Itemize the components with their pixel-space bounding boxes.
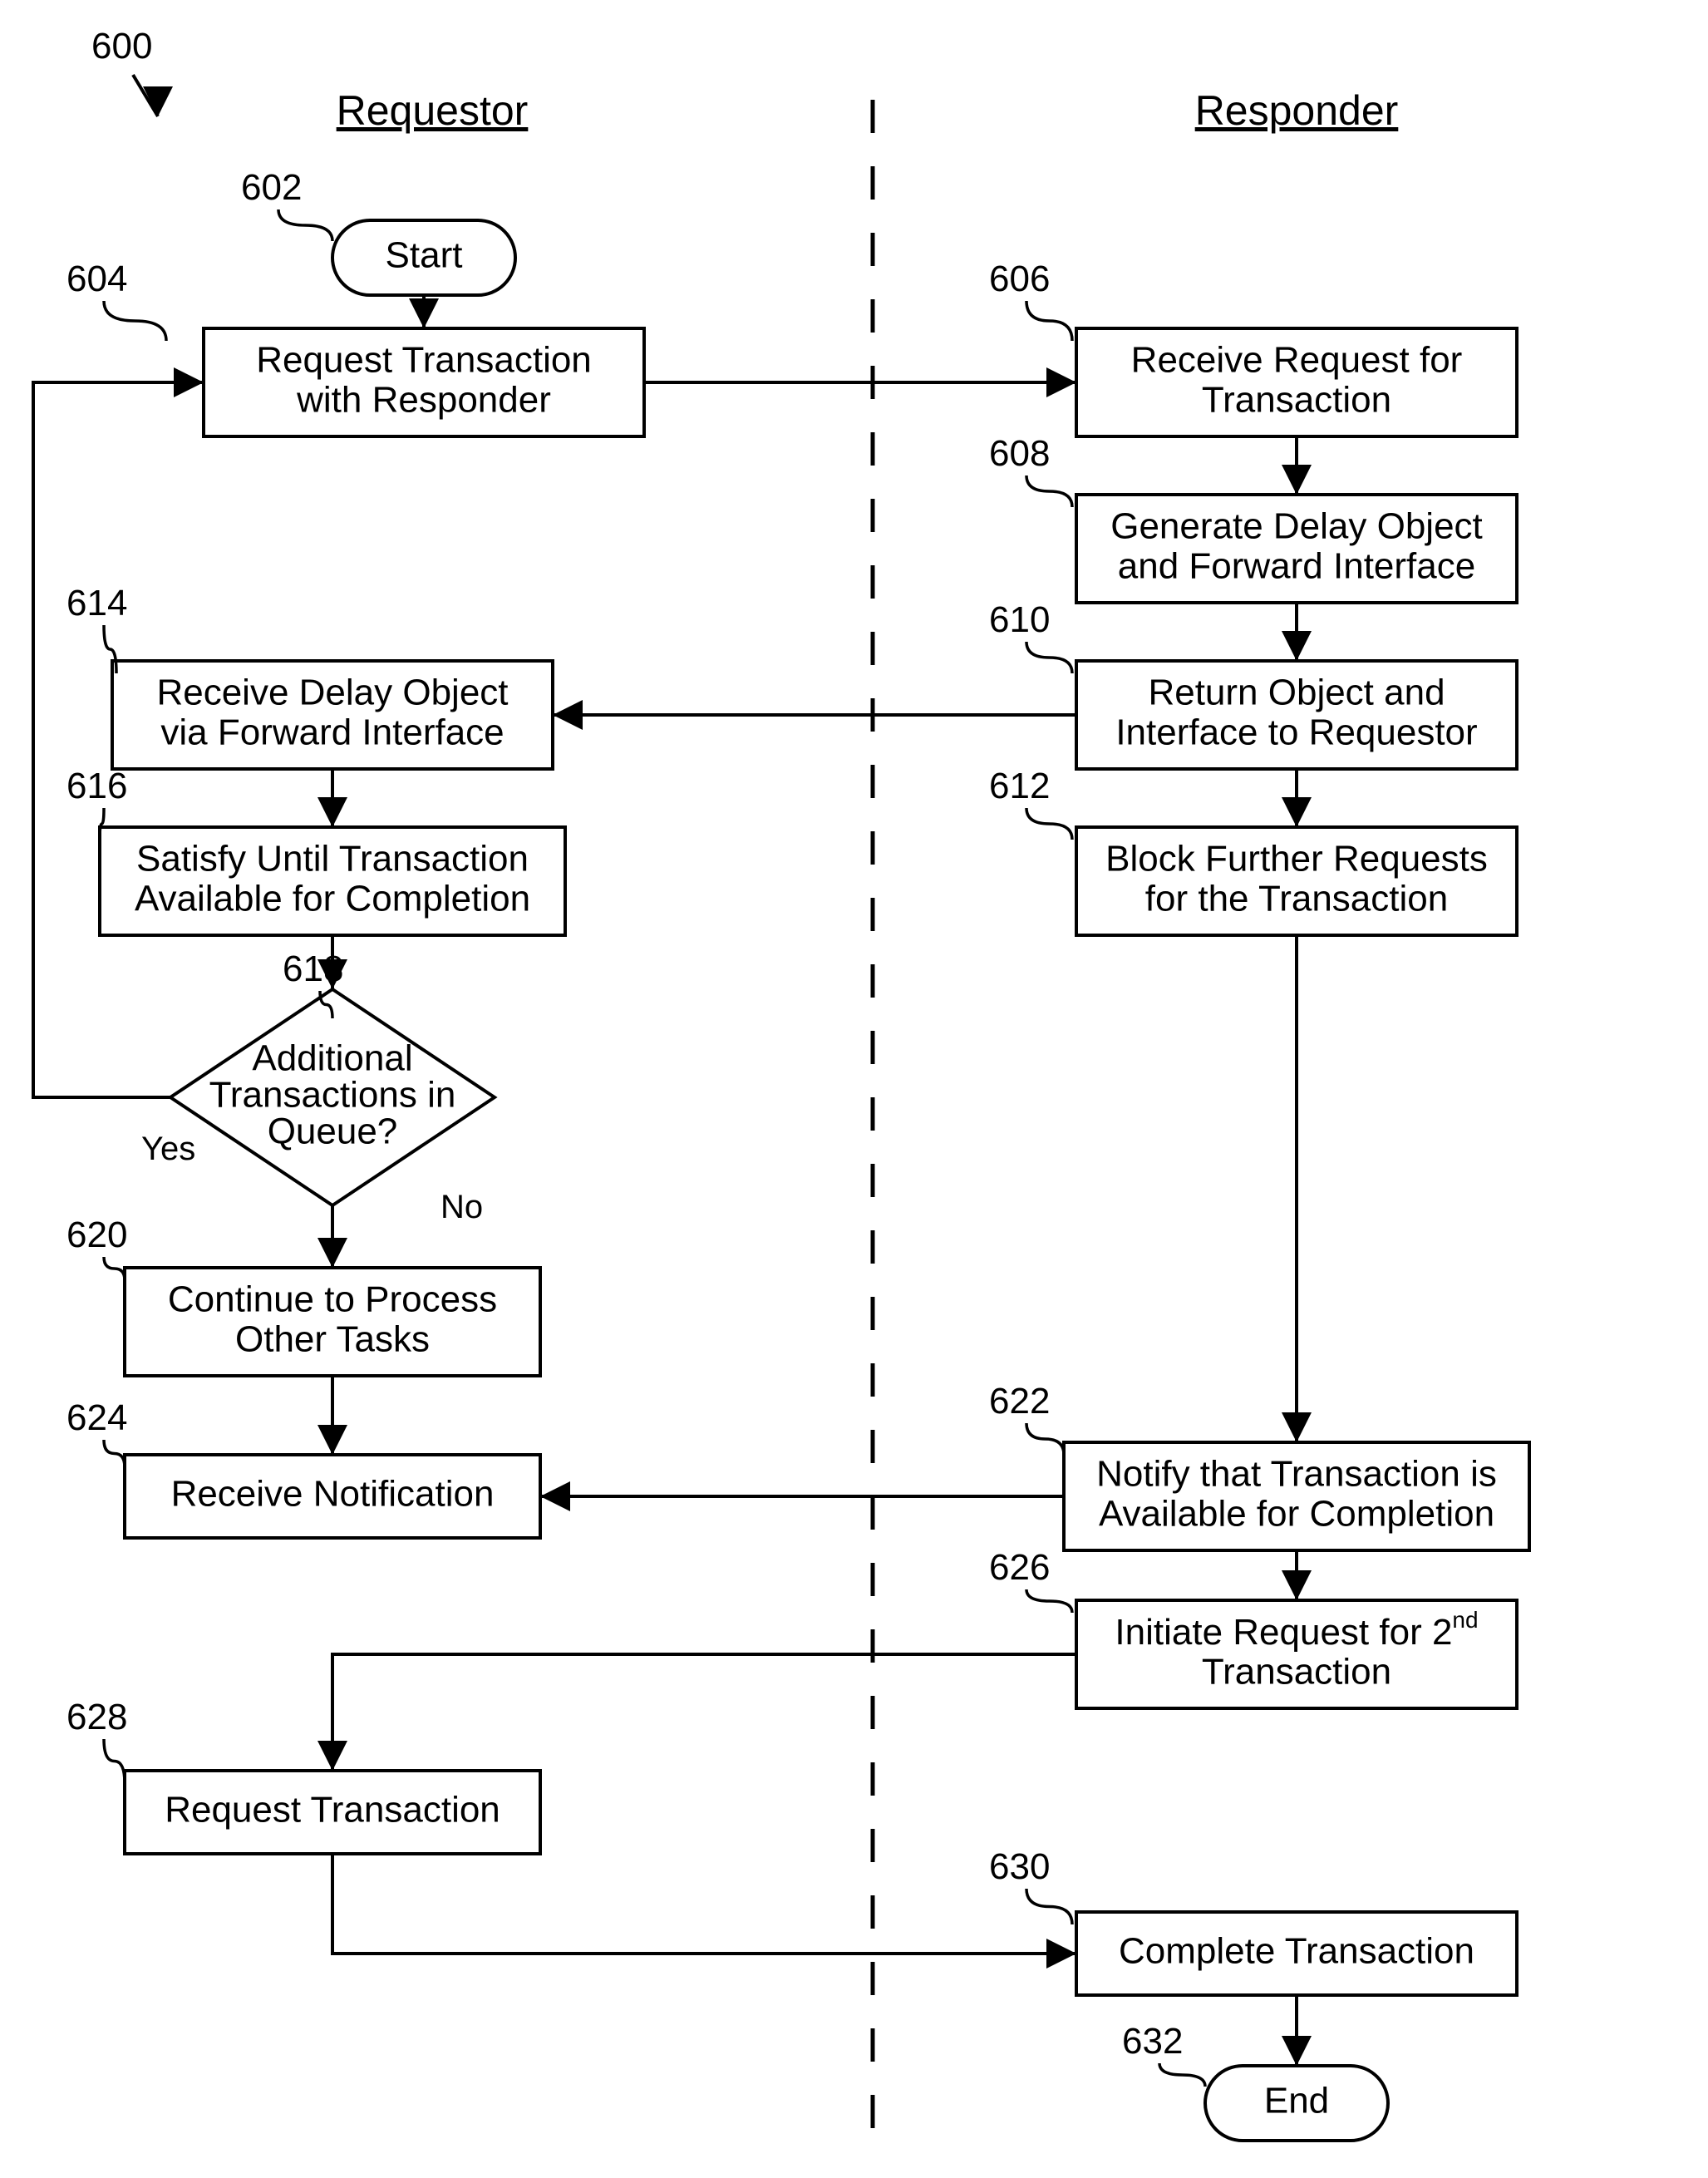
- svg-text:Notify that Transaction is: Notify that Transaction is: [1096, 1454, 1497, 1495]
- svg-text:614: 614: [66, 583, 127, 623]
- svg-text:No: No: [441, 1189, 483, 1225]
- svg-text:Requestor: Requestor: [337, 87, 529, 134]
- svg-text:632: 632: [1122, 2021, 1183, 2062]
- svg-text:Yes: Yes: [141, 1131, 195, 1167]
- n626: Initiate Request for 2ndTransaction: [1076, 1600, 1517, 1708]
- svg-text:Queue?: Queue?: [268, 1111, 398, 1152]
- svg-text:620: 620: [66, 1215, 127, 1255]
- svg-text:Available for Completion: Available for Completion: [1099, 1494, 1494, 1535]
- svg-text:600: 600: [91, 26, 152, 67]
- svg-text:Interface to Requestor: Interface to Requestor: [1115, 712, 1477, 753]
- svg-text:Request Transaction: Request Transaction: [256, 340, 592, 381]
- svg-text:616: 616: [66, 766, 127, 806]
- svg-text:602: 602: [241, 167, 302, 208]
- svg-text:610: 610: [989, 599, 1050, 640]
- svg-text:608: 608: [989, 433, 1050, 474]
- svg-text:Responder: Responder: [1195, 87, 1399, 134]
- svg-text:Generate Delay Object: Generate Delay Object: [1110, 506, 1483, 547]
- svg-text:628: 628: [66, 1697, 127, 1737]
- svg-text:612: 612: [989, 766, 1050, 806]
- svg-text:Additional: Additional: [252, 1038, 412, 1079]
- svg-text:Block Further Requests: Block Further Requests: [1105, 839, 1488, 880]
- svg-text:622: 622: [989, 1381, 1050, 1422]
- svg-text:for the Transaction: for the Transaction: [1145, 879, 1448, 919]
- svg-text:Start: Start: [386, 235, 463, 276]
- svg-text:Receive Request for: Receive Request for: [1131, 340, 1463, 381]
- svg-text:Transaction: Transaction: [1202, 1652, 1391, 1693]
- svg-text:End: End: [1264, 2081, 1329, 2121]
- svg-text:Return Object and: Return Object and: [1148, 673, 1445, 713]
- svg-text:Transaction: Transaction: [1202, 380, 1391, 421]
- svg-text:624: 624: [66, 1397, 127, 1438]
- svg-text:Continue to Process: Continue to Process: [168, 1279, 497, 1320]
- svg-text:Satisfy Until Transaction: Satisfy Until Transaction: [136, 839, 529, 880]
- svg-text:and Forward Interface: and Forward Interface: [1118, 546, 1475, 587]
- svg-text:604: 604: [66, 259, 127, 299]
- svg-text:via Forward Interface: via Forward Interface: [160, 712, 504, 753]
- svg-text:630: 630: [989, 1846, 1050, 1887]
- svg-text:606: 606: [989, 259, 1050, 299]
- svg-text:Receive Notification: Receive Notification: [171, 1474, 495, 1515]
- svg-text:with Responder: with Responder: [296, 380, 551, 421]
- svg-text:Receive Delay Object: Receive Delay Object: [156, 673, 508, 713]
- svg-text:Transactions in: Transactions in: [209, 1075, 456, 1116]
- svg-text:Request Transaction: Request Transaction: [165, 1790, 500, 1831]
- svg-text:Other Tasks: Other Tasks: [235, 1319, 430, 1360]
- svg-text:Complete Transaction: Complete Transaction: [1119, 1931, 1474, 1972]
- svg-text:626: 626: [989, 1547, 1050, 1588]
- svg-text:Available for Completion: Available for Completion: [135, 879, 530, 919]
- svg-text:Initiate Request for 2nd: Initiate Request for 2nd: [1115, 1607, 1478, 1653]
- svg-text:618: 618: [283, 949, 343, 989]
